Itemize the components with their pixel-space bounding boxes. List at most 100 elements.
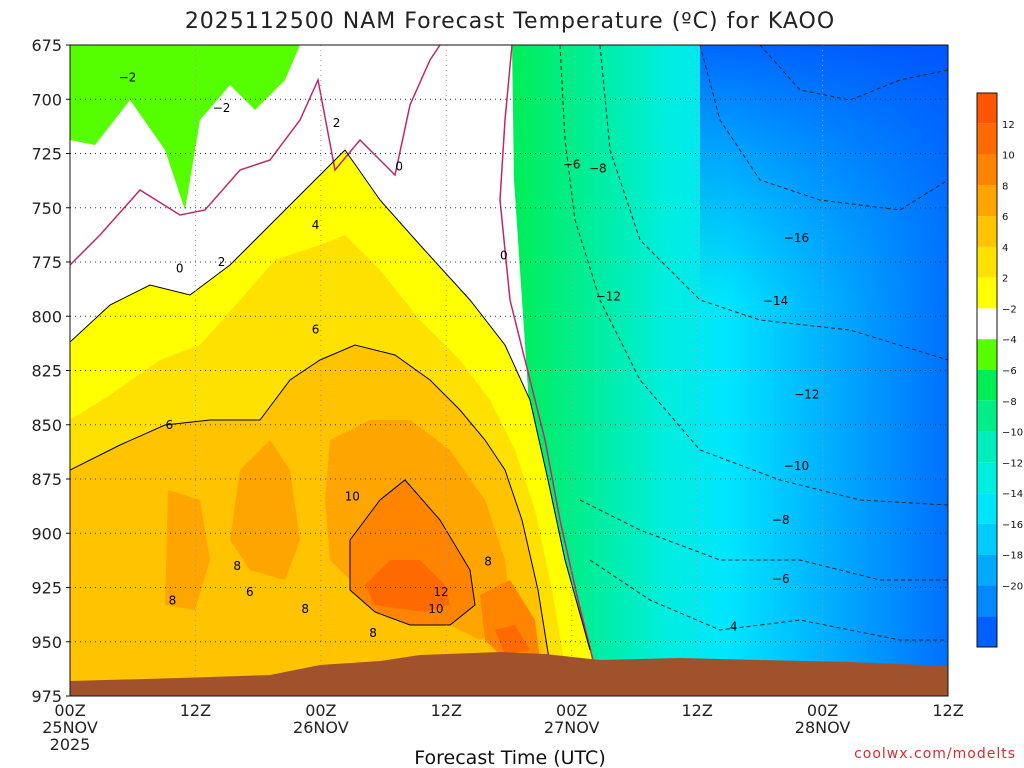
contour-label: −12	[596, 290, 621, 304]
x-tick-label: 25NOV	[42, 718, 98, 737]
y-tick-label: 675	[31, 36, 62, 55]
contour-label: 6	[312, 322, 320, 336]
x-axis-label: Forecast Time (UTC)	[414, 747, 605, 768]
contour-label: 6	[165, 418, 173, 432]
colorbar-label: 6	[1002, 212, 1008, 223]
contour-label: 4	[312, 218, 320, 232]
y-tick-label: 950	[31, 633, 62, 652]
colorbar-swatch	[977, 185, 997, 217]
colorbar-swatch	[977, 493, 997, 524]
x-tick-label: 00Z	[54, 701, 85, 720]
colorbar-label: 4	[1002, 243, 1008, 254]
colorbar-label: 2	[1002, 274, 1008, 285]
colorbar-swatch	[977, 370, 997, 401]
colorbar-cap-top	[977, 93, 997, 124]
contour-label: 0	[395, 160, 403, 174]
colorbar-label: −8	[1002, 397, 1017, 408]
y-tick-label: 750	[31, 199, 62, 218]
x-tick-label: 00Z	[556, 701, 587, 720]
contour-label: 12	[433, 585, 448, 599]
contour-label: −10	[784, 459, 809, 473]
contour-label: 8	[301, 602, 309, 616]
x-tick-label: 00Z	[305, 701, 336, 720]
y-tick-label: 900	[31, 524, 62, 543]
contour-label: −8	[772, 513, 790, 527]
contour-label: 2	[218, 255, 226, 269]
colorbar-frame	[976, 92, 998, 648]
colorbar-swatch	[977, 339, 997, 370]
warm-10-region	[350, 480, 540, 660]
x-tick-label: 28NOV	[795, 718, 851, 737]
x-tick-label: 12Z	[932, 701, 963, 720]
y-tick-label: 875	[31, 470, 62, 489]
colorbar-label: −4	[1002, 335, 1017, 346]
y-tick-label: 975	[31, 687, 62, 706]
contour-label: −6	[772, 572, 790, 586]
warm-12-region	[365, 560, 530, 655]
y-tick-label: 800	[31, 307, 62, 326]
contour-label: 10	[428, 602, 443, 616]
contour-label: −8	[589, 162, 607, 176]
colorbar-label: 12	[1002, 120, 1015, 131]
x-tick-label: 12Z	[681, 701, 712, 720]
colorbar-label: −14	[1002, 489, 1023, 500]
colorbar-label: −20	[1002, 581, 1023, 592]
contour-label: 10	[345, 489, 360, 503]
y-tick-label: 700	[31, 90, 62, 109]
contour-label: −12	[794, 387, 819, 401]
colorbar-label: 10	[1002, 151, 1015, 162]
colorbar-swatch	[977, 308, 997, 340]
y-tick-label: 925	[31, 579, 62, 598]
contour-label: −6	[563, 157, 581, 171]
colorbar-label: −2	[1002, 304, 1017, 315]
x-tick-label: 00Z	[807, 701, 838, 720]
chart-title: 2025112500 NAM Forecast Temperature (ºC)…	[185, 9, 835, 34]
x-tick-label: 12Z	[431, 701, 462, 720]
contour-label: 4	[730, 620, 738, 634]
zero-isotherm	[70, 45, 599, 681]
colorbar-swatch	[977, 431, 997, 463]
x-tick-label: 26NOV	[293, 718, 349, 737]
y-tick-label: 725	[31, 145, 62, 164]
colorbar-swatch	[977, 554, 997, 586]
colorbar-swatch	[977, 400, 997, 432]
contour-label: 6	[246, 585, 254, 599]
contour-lines	[70, 149, 591, 696]
upper-left-cold-region	[70, 45, 300, 210]
contour-label: −2	[119, 71, 137, 85]
y-tick-label: 775	[31, 253, 62, 272]
contour-label: −2	[213, 101, 231, 115]
y-tick-label: 850	[31, 416, 62, 435]
colorbar-swatch	[977, 277, 997, 309]
contour-label: −14	[763, 294, 788, 308]
terrain	[70, 652, 948, 696]
x-tick-label: 2025	[50, 735, 91, 754]
contour-label: 8	[369, 626, 377, 640]
colorbar-label: 8	[1002, 181, 1008, 192]
colorbar-label: −16	[1002, 520, 1023, 531]
colorbar-label: −10	[1002, 428, 1023, 439]
colorbar-swatch	[977, 154, 997, 186]
colorbar-swatch	[977, 123, 997, 155]
colorbar-label: −12	[1002, 458, 1023, 469]
contour-label: 8	[169, 594, 177, 608]
contour-label: −16	[784, 231, 809, 245]
colorbar-swatch	[977, 523, 997, 555]
colorbar-cap-bottom	[977, 616, 997, 647]
contour-label: 0	[500, 248, 508, 262]
y-tick-label: 825	[31, 362, 62, 381]
contour-label: 8	[484, 554, 492, 568]
credit-text: coolwx.com/modelts	[854, 746, 1016, 762]
x-tick-label: 27NOV	[544, 718, 600, 737]
colorbar-swatch	[977, 246, 997, 278]
colorbar-swatch	[977, 216, 997, 247]
colorbar-swatch	[977, 462, 997, 494]
colorbar-swatch	[977, 585, 997, 617]
contour-label: 2	[333, 116, 341, 130]
colorbar: 12 10 8 6 4 2 −2 −4 −6 −8 −10 −12 −14 −16 −18 −20	[976, 92, 1023, 648]
contour-label: 0	[176, 262, 184, 276]
grid	[70, 45, 948, 696]
